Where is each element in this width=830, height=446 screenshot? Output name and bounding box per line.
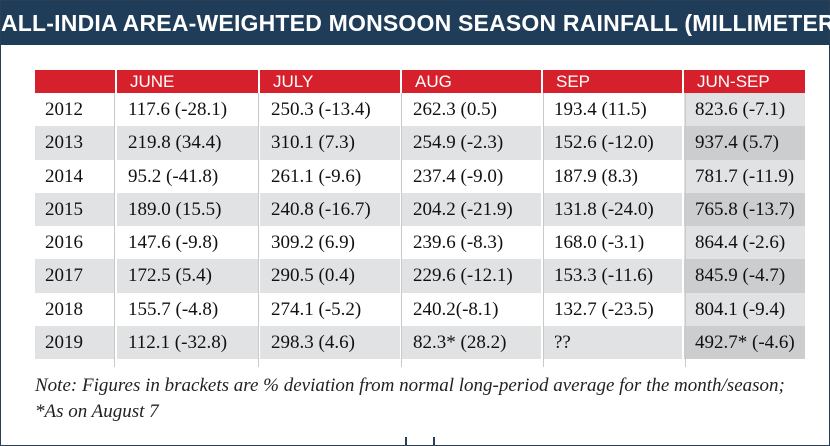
jun-sep-cell: 845.9 (-4.7) (682, 259, 805, 293)
table-header-row: JUNE JULY AUG SEP JUN-SEP (35, 70, 805, 93)
june-cell: 189.0 (15.5) (115, 192, 258, 227)
column-divider (401, 93, 402, 367)
jun-sep-cell: 492.7* (-4.6) (682, 326, 805, 360)
july-cell: 240.8 (-16.7) (258, 192, 400, 227)
july-cell: 250.3 (-13.4) (258, 93, 400, 127)
header-cell-aug: AUG (400, 70, 541, 93)
header-cell-sep: SEP (541, 70, 682, 93)
header-cell-june: JUNE (115, 70, 258, 93)
table-row: 2017 172.5 (5.4) 290.5 (0.4) 229.6 (-12.… (35, 259, 805, 293)
header-cell-year (35, 70, 115, 93)
june-cell: 95.2 (-41.8) (115, 159, 258, 193)
aug-cell: 239.6 (-8.3) (400, 226, 541, 260)
july-cell: 274.1 (-5.2) (258, 292, 400, 327)
table-title: ALL-INDIA AREA-WEIGHTED MONSOON SEASON R… (1, 1, 830, 45)
table-row: 2016 147.6 (-9.8) 309.2 (6.9) 239.6 (-8.… (35, 226, 805, 260)
sep-cell: 131.8 (-24.0) (541, 192, 682, 227)
header-cell-jun-sep: JUN-SEP (682, 70, 805, 93)
aug-cell: 229.6 (-12.1) (400, 259, 541, 293)
july-cell: 309.2 (6.9) (258, 226, 400, 260)
aug-cell: 254.9 (-2.3) (400, 126, 541, 160)
rainfall-table: JUNE JULY AUG SEP JUN-SEP 2012 117.6 (-2… (35, 70, 805, 360)
year-cell: 2012 (45, 99, 83, 120)
aug-cell: 240.2(-8.1) (400, 292, 541, 327)
jun-sep-cell: 804.1 (-9.4) (682, 292, 805, 327)
column-divider (258, 93, 259, 367)
july-cell: 310.1 (7.3) (258, 126, 400, 160)
jun-sep-cell: 781.7 (-11.9) (682, 159, 805, 193)
table-row: 2015 189.0 (15.5) 240.8 (-16.7) 204.2 (-… (35, 192, 805, 227)
aug-cell: 82.3* (28.2) (400, 326, 541, 360)
june-cell: 155.7 (-4.8) (115, 292, 258, 327)
table-row: 2019 112.1 (-32.8) 298.3 (4.6) 82.3* (28… (35, 326, 805, 360)
sep-cell: 187.9 (8.3) (541, 159, 682, 193)
july-cell: 298.3 (4.6) (258, 326, 400, 360)
header-cell-july: JULY (258, 70, 400, 93)
june-cell: 219.8 (34.4) (115, 126, 258, 160)
year-cell: 2019 (35, 326, 115, 360)
column-divider (543, 93, 544, 367)
table-row: 2013 219.8 (34.4) 310.1 (7.3) 254.9 (-2.… (35, 126, 805, 160)
july-cell: 261.1 (-9.6) (258, 159, 400, 193)
sep-cell: ?? (541, 326, 682, 360)
jun-sep-cell: 864.4 (-2.6) (682, 226, 805, 260)
table-row: 2012 117.6 (-28.1) 250.3 (-13.4) 262.3 (… (35, 93, 805, 127)
sep-cell: 168.0 (-3.1) (541, 226, 682, 260)
column-divider (114, 93, 115, 367)
june-cell: 147.6 (-9.8) (115, 226, 258, 260)
june-cell: 117.6 (-28.1) (115, 93, 258, 127)
year-cell: 2016 (45, 232, 83, 254)
aug-cell: 262.3 (0.5) (400, 93, 541, 127)
column-divider (685, 93, 686, 367)
sep-cell: 152.6 (-12.0) (541, 126, 682, 160)
year-cell: 2017 (35, 259, 115, 293)
june-cell: 112.1 (-32.8) (115, 326, 258, 360)
aug-cell: 204.2 (-21.9) (400, 192, 541, 227)
sep-cell: 153.3 (-11.6) (541, 259, 682, 293)
year-cell: 2013 (35, 126, 115, 160)
aug-cell: 237.4 (-9.0) (400, 159, 541, 193)
sep-cell: 132.7 (-23.5) (541, 292, 682, 327)
sep-cell: 193.4 (11.5) (541, 93, 682, 127)
table-footnote: Note: Figures in brackets are % deviatio… (35, 375, 785, 422)
table-row: 2018 155.7 (-4.8) 274.1 (-5.2) 240.2(-8.… (35, 292, 805, 327)
year-cell: 2018 (45, 298, 83, 320)
bottom-tick-mark (433, 437, 435, 445)
year-cell: 2014 (45, 165, 83, 187)
year-cell: 2015 (35, 192, 115, 227)
jun-sep-cell: 937.4 (5.7) (682, 126, 805, 160)
jun-sep-cell: 823.6 (-7.1) (682, 93, 805, 127)
jun-sep-cell: 765.8 (-13.7) (682, 192, 805, 227)
bottom-tick-mark (405, 437, 407, 445)
june-cell: 172.5 (5.4) (115, 259, 258, 293)
july-cell: 290.5 (0.4) (258, 259, 400, 293)
table-row: 2014 95.2 (-41.8) 261.1 (-9.6) 237.4 (-9… (35, 159, 805, 193)
